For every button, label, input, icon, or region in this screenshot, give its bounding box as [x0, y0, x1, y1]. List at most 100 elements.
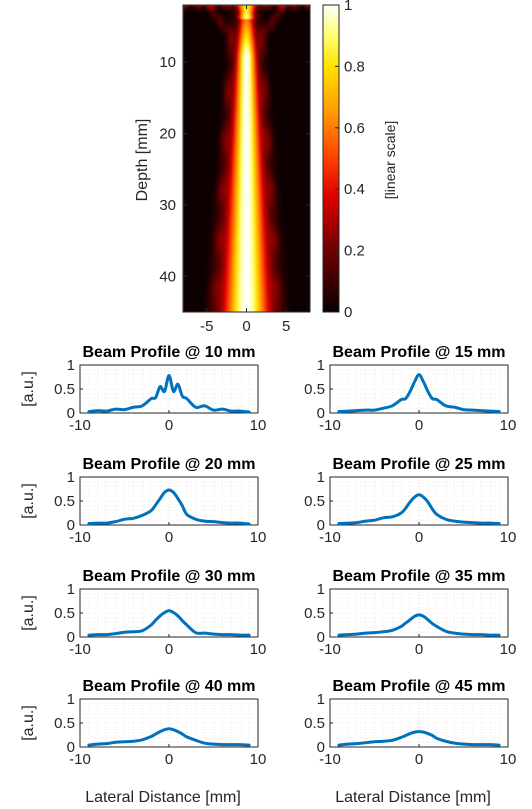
profile-xtick: -10 [319, 417, 341, 434]
colorbar-tick: 0.8 [344, 58, 365, 75]
profile-ytick: 1 [317, 581, 325, 598]
colorbar-gradient [322, 4, 340, 313]
profile-title: Beam Profile @ 10 mm [83, 344, 256, 361]
profile-ytick: 0.5 [304, 605, 325, 622]
profile-xtick: 0 [415, 417, 423, 434]
profile-line [337, 373, 501, 414]
profile-xtick: 10 [250, 417, 267, 434]
profile-ylabel: [a.u.] [20, 595, 37, 631]
profile-ylabel: [a.u.] [20, 483, 37, 519]
profile-xtick: 10 [500, 641, 517, 658]
profile-ytick: 0 [67, 739, 75, 756]
profile-line [337, 730, 501, 747]
profile-title: Beam Profile @ 30 mm [83, 568, 256, 585]
colorbar-tick: 0.6 [344, 120, 365, 137]
heatmap-ytick: 10 [159, 54, 176, 71]
profile-ylabel: [a.u.] [20, 705, 37, 741]
profile-xtick: 10 [250, 751, 267, 768]
profile-xtick: 0 [415, 641, 423, 658]
profile-xtick: 0 [415, 529, 423, 546]
profile-xtick: 0 [415, 751, 423, 768]
profile-line [337, 613, 501, 637]
colorbar-tick: 0.4 [344, 181, 365, 198]
profile-xtick: 0 [165, 641, 173, 658]
heatmap-ylabel: Depth [mm] [134, 119, 151, 202]
profile-xtick: -10 [319, 641, 341, 658]
profile-ytick: 0.5 [304, 381, 325, 398]
profile-xtick: 10 [500, 751, 517, 768]
heatmap-cells [183, 5, 310, 312]
profile-ytick: 0.5 [304, 493, 325, 510]
profile-line [87, 374, 251, 414]
profile-title: Beam Profile @ 15 mm [333, 344, 506, 361]
profile-ytick: 0.5 [54, 381, 75, 398]
profile-ytick: 1 [317, 469, 325, 486]
heatmap-xtick: -5 [200, 318, 213, 335]
colorbar-tick: 0 [344, 304, 352, 321]
profile-ylabel: [a.u.] [20, 371, 37, 407]
profile-title: Beam Profile @ 35 mm [333, 568, 506, 585]
profile-title: Beam Profile @ 20 mm [83, 456, 256, 473]
profile-xtick: 10 [500, 417, 517, 434]
profile-title: Beam Profile @ 25 mm [333, 456, 506, 473]
profile-ytick: 0.5 [304, 715, 325, 732]
profile-ytick: 1 [67, 469, 75, 486]
profile-ytick: 1 [317, 357, 325, 374]
heatmap-ytick: 20 [159, 126, 176, 143]
profile-xtick: 0 [165, 417, 173, 434]
profile-ytick: 0 [67, 405, 75, 422]
profile-xtick: -10 [69, 529, 91, 546]
profile-ytick: 0 [317, 739, 325, 756]
profile-xtick: -10 [69, 751, 91, 768]
profile-xtick: 0 [165, 751, 173, 768]
profile-line [87, 727, 251, 747]
beam-heatmap: 10 20 30 40 -5 0 5 Depth [mm] [134, 4, 311, 335]
xlabel-right: Lateral Distance [mm] [335, 789, 491, 806]
profile-ytick: 1 [67, 581, 75, 598]
colorbar: 0 0.2 0.4 0.6 0.8 1 [linear scale] [322, 0, 398, 321]
profile-xtick: -10 [69, 641, 91, 658]
profile-xtick: 10 [250, 641, 267, 658]
profile-xtick: 0 [165, 529, 173, 546]
colorbar-ticks: 0 0.2 0.4 0.6 0.8 1 [335, 0, 365, 321]
heatmap-ytick: 30 [159, 197, 176, 214]
profile-ytick: 0.5 [54, 715, 75, 732]
profile-xtick: -10 [319, 751, 341, 768]
profile-xtick: -10 [69, 417, 91, 434]
profile-ytick: 0 [67, 629, 75, 646]
profile-ytick: 0 [317, 629, 325, 646]
profile-line [87, 488, 251, 526]
profile-line [87, 609, 251, 637]
profile-ytick: 0 [67, 517, 75, 534]
heatmap-xtick: 5 [282, 318, 290, 335]
profile-title: Beam Profile @ 40 mm [83, 678, 256, 695]
xlabel-left: Lateral Distance [mm] [85, 789, 241, 806]
profile-ytick: 0.5 [54, 605, 75, 622]
profile-ytick: 1 [317, 691, 325, 708]
colorbar-label: [linear scale] [382, 121, 398, 200]
profile-xtick: -10 [319, 529, 341, 546]
colorbar-tick: 1 [344, 0, 352, 14]
profile-title: Beam Profile @ 45 mm [333, 678, 506, 695]
profile-xtick: 10 [500, 529, 517, 546]
heatmap-ytick: 40 [159, 268, 176, 285]
profile-line [337, 493, 501, 526]
colorbar-tick: 0.2 [344, 243, 365, 260]
profile-ytick: 0.5 [54, 493, 75, 510]
profile-xtick: 10 [250, 529, 267, 546]
profile-ytick: 0 [317, 405, 325, 422]
heatmap-xtick: 0 [242, 318, 250, 335]
profile-ytick: 1 [67, 691, 75, 708]
profile-ytick: 1 [67, 357, 75, 374]
profile-ytick: 0 [317, 517, 325, 534]
